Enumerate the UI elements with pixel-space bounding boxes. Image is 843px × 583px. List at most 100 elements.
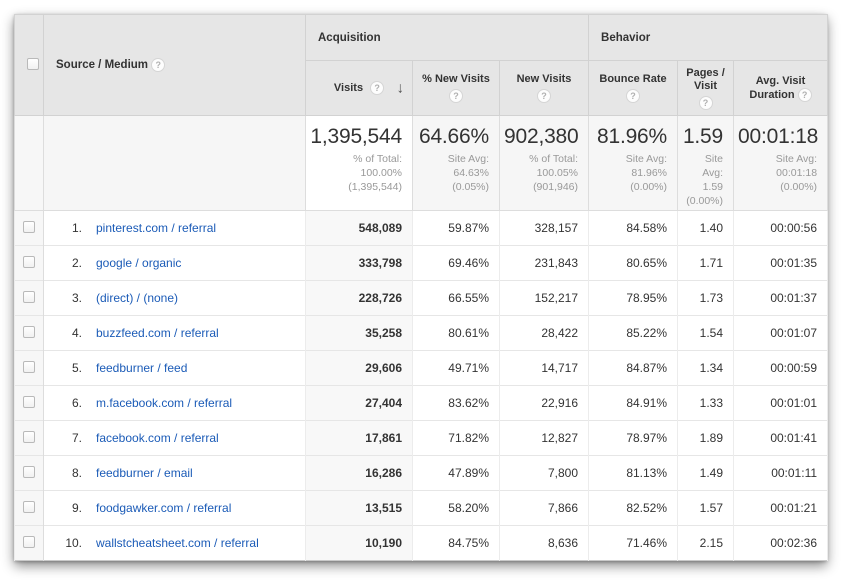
totals-bounce-sub: Site Avg: 81.96% (0.00%): [625, 153, 668, 193]
help-icon[interactable]: ?: [370, 81, 385, 95]
totals-avg-duration: 00:01:18 Site Avg: 00:01:18 (0.00%): [733, 115, 829, 211]
new-visits-label: New Visits: [516, 73, 572, 85]
group-header-acquisition: Acquisition: [304, 14, 590, 61]
avg-duration-value: 00:01:11: [733, 455, 829, 491]
totals-pages-sub: Site Avg: 1.59 (0.00%): [686, 153, 724, 207]
source-medium-link[interactable]: google / organic: [96, 256, 182, 270]
source-medium-link[interactable]: buzzfeed.com / referral: [96, 326, 219, 340]
row-checkbox[interactable]: [23, 500, 35, 513]
pct-new-visits-value: 69.46%: [412, 245, 500, 281]
row-checkbox[interactable]: [23, 360, 35, 373]
table-row: 9. foodgawker.com / referral 13,515 58.20…: [14, 490, 829, 526]
row-checkbox-cell: [14, 385, 44, 421]
bounce-rate-value: 71.46%: [588, 525, 679, 561]
totals-new-visits: 902,380 % of Total: 100.05% (901,946): [498, 115, 590, 211]
row-checkbox-cell: [14, 490, 44, 526]
visits-value: 17,861: [305, 420, 413, 456]
totals-source-cell: [43, 115, 306, 211]
help-icon[interactable]: ?: [797, 87, 812, 102]
column-header-source-medium[interactable]: Source / Medium ?: [43, 14, 306, 116]
totals-pct-new-value: 64.66%: [418, 125, 489, 148]
pct-new-visits-value: 80.61%: [412, 315, 500, 351]
row-checkbox[interactable]: [23, 325, 35, 338]
pages-visit-value: 1.73: [677, 280, 735, 316]
totals-new-visits-sub: % of Total: 100.05% (901,946): [529, 153, 579, 193]
sort-descending-icon[interactable]: ↓: [396, 79, 405, 97]
pct-new-visits-value: 71.82%: [412, 420, 500, 456]
help-icon[interactable]: ?: [151, 58, 166, 72]
totals-pages-visit: 1.59 Site Avg: 1.59 (0.00%): [677, 115, 735, 211]
avg-duration-value: 00:01:07: [733, 315, 829, 351]
visits-value: 548,089: [305, 210, 413, 246]
avg-duration-label: Avg. Visit Duration ?: [734, 75, 827, 102]
pages-visit-value: 1.40: [677, 210, 735, 246]
row-checkbox[interactable]: [23, 465, 35, 478]
avg-duration-value: 00:00:56: [733, 210, 829, 246]
source-medium-cell: 1. pinterest.com / referral: [43, 210, 306, 246]
select-all-checkbox[interactable]: [27, 57, 39, 70]
avg-duration-value: 00:01:21: [733, 490, 829, 526]
row-checkbox-cell: [14, 455, 44, 491]
column-header-bounce-rate[interactable]: Bounce Rate ?: [588, 60, 679, 116]
help-icon[interactable]: ?: [449, 89, 463, 103]
source-medium-cell: 6. m.facebook.com / referral: [43, 385, 306, 421]
row-checkbox[interactable]: [23, 430, 35, 443]
column-header-pages-visit[interactable]: Pages / Visit ?: [677, 60, 735, 116]
pages-visit-value: 2.15: [677, 525, 735, 561]
source-medium-link[interactable]: foodgawker.com / referral: [96, 501, 232, 515]
source-medium-cell: 8. feedburner / email: [43, 455, 306, 491]
pages-visit-value: 1.54: [677, 315, 735, 351]
column-header-avg-duration[interactable]: Avg. Visit Duration ?: [733, 60, 829, 116]
pages-visit-value: 1.71: [677, 245, 735, 281]
source-medium-link[interactable]: facebook.com / referral: [96, 431, 219, 445]
visits-value: 35,258: [305, 315, 413, 351]
table-row: 5. feedburner / feed 29,606 49.71% 14,717…: [14, 350, 829, 386]
bounce-rate-value: 82.52%: [588, 490, 679, 526]
group-header-behavior: Behavior: [588, 14, 829, 61]
row-rank: 3.: [71, 291, 82, 305]
visits-value: 16,286: [305, 455, 413, 491]
row-rank: 1.: [71, 221, 82, 235]
new-visits-value: 328,157: [498, 210, 590, 246]
column-header-new-visits[interactable]: New Visits ?: [498, 60, 590, 116]
row-checkbox-cell: [14, 245, 44, 281]
row-checkbox[interactable]: [23, 255, 35, 268]
pct-new-visits-value: 49.71%: [412, 350, 500, 386]
column-header-pct-new-visits[interactable]: % New Visits ?: [412, 60, 500, 116]
pages-visit-value: 1.89: [677, 420, 735, 456]
row-checkbox[interactable]: [23, 535, 35, 548]
source-medium-link[interactable]: m.facebook.com / referral: [96, 396, 233, 410]
source-medium-link[interactable]: (direct) / (none): [96, 291, 179, 305]
row-checkbox[interactable]: [23, 395, 35, 408]
bounce-rate-value: 78.95%: [588, 280, 679, 316]
avg-duration-value: 00:01:01: [733, 385, 829, 421]
row-checkbox[interactable]: [23, 290, 35, 303]
column-header-visits[interactable]: Visits ? ↓: [305, 60, 413, 116]
avg-duration-value: 00:02:36: [733, 525, 829, 561]
help-icon[interactable]: ?: [626, 89, 641, 103]
select-all-cell: [14, 14, 44, 116]
source-medium-link[interactable]: feedburner / email: [96, 466, 193, 480]
new-visits-value: 152,217: [498, 280, 590, 316]
visits-value: 27,404: [305, 385, 413, 421]
row-checkbox[interactable]: [23, 220, 35, 233]
table-body: 1. pinterest.com / referral 548,089 59.87…: [14, 210, 829, 561]
table-row: 1. pinterest.com / referral 548,089 59.87…: [14, 210, 829, 246]
source-medium-link[interactable]: wallstcheatsheet.com / referral: [96, 536, 259, 550]
source-medium-link[interactable]: pinterest.com / referral: [96, 221, 217, 235]
pct-new-visits-value: 59.87%: [412, 210, 500, 246]
visits-value: 228,726: [305, 280, 413, 316]
source-medium-link[interactable]: feedburner / feed: [96, 361, 188, 375]
source-medium-cell: 7. facebook.com / referral: [43, 420, 306, 456]
help-icon[interactable]: ?: [698, 95, 713, 110]
row-checkbox-cell: [14, 350, 44, 386]
totals-bounce-rate: 81.96% Site Avg: 81.96% (0.00%): [588, 115, 679, 211]
avg-duration-value: 00:01:37: [733, 280, 829, 316]
source-medium-label: Source / Medium: [56, 59, 149, 72]
new-visits-value: 14,717: [498, 350, 590, 386]
source-medium-cell: 2. google / organic: [43, 245, 306, 281]
visits-value: 333,798: [305, 245, 413, 281]
source-medium-cell: 3. (direct) / (none): [43, 280, 306, 316]
row-rank: 2.: [71, 256, 82, 270]
help-icon[interactable]: ?: [537, 89, 551, 103]
